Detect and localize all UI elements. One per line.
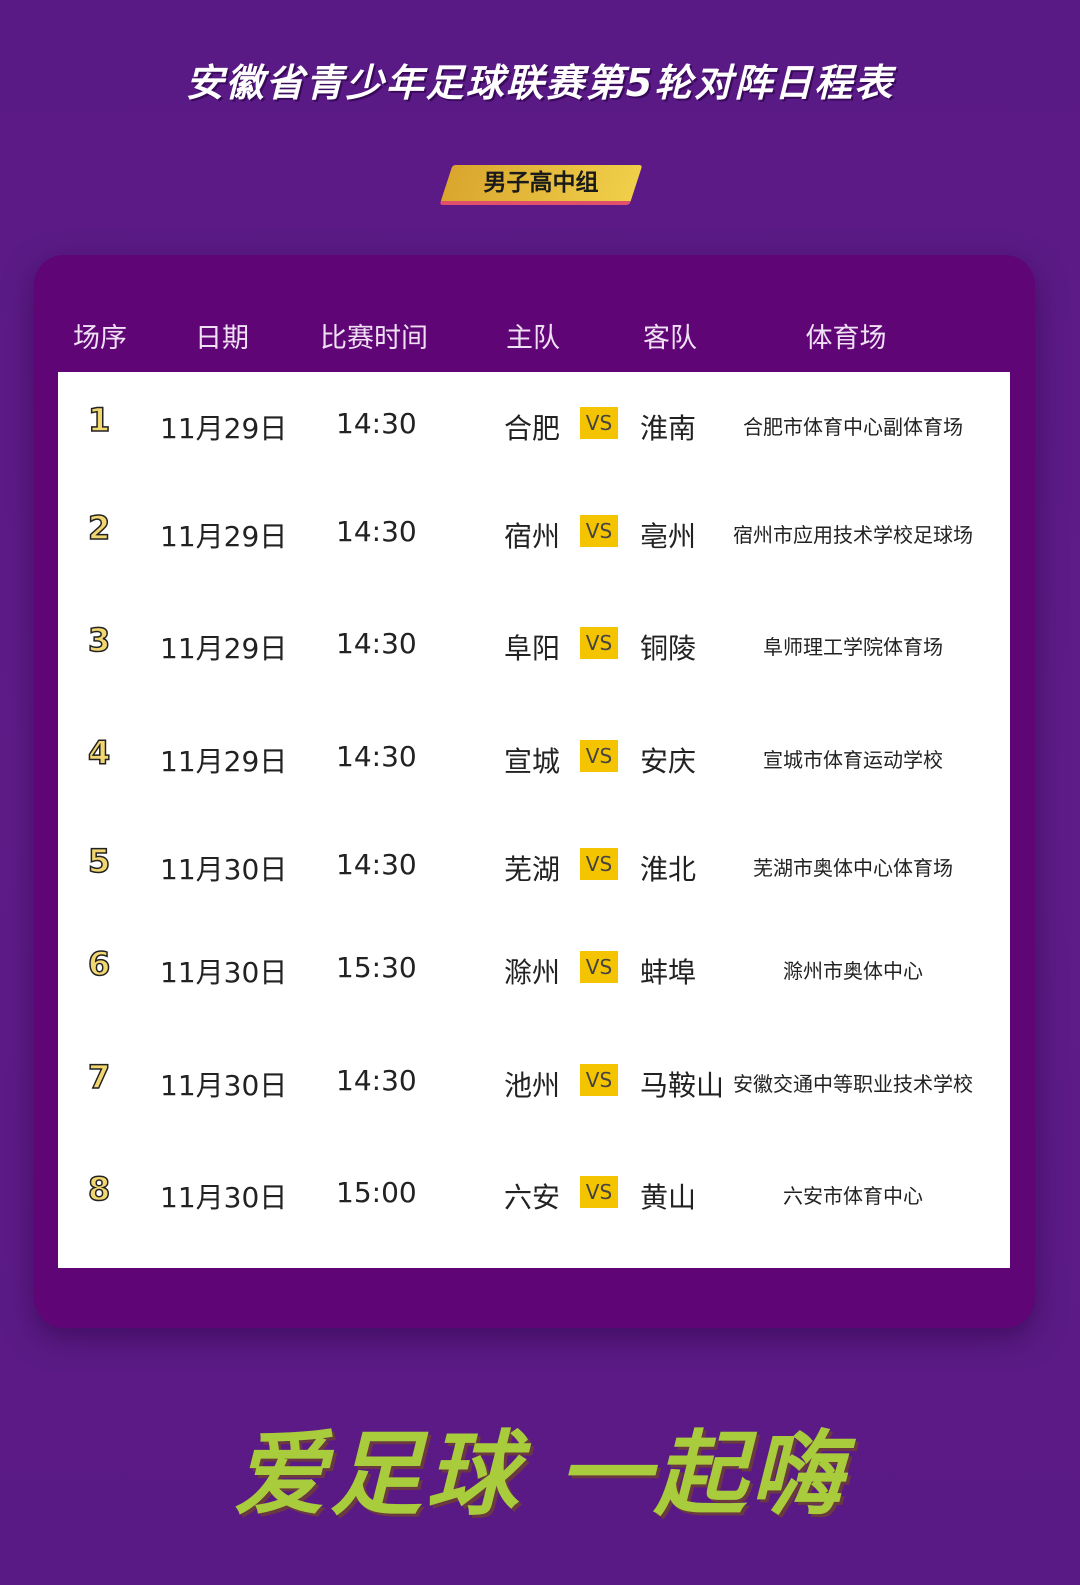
table-row: 6 11月30日 15:30 滁州 VS 蚌埠 滁州市奥体中心 [58,939,1010,999]
vs-badge: VS [580,1176,618,1208]
home-team: 池州 [503,1069,560,1102]
away-team: 安庆 [640,745,697,778]
vs-badge: VS [580,627,618,659]
match-time: 14:30 [336,627,417,660]
match-date: 11月29日 [160,520,288,553]
match-date: 11月30日 [160,1181,288,1214]
venue: 安徽交通中等职业技术学校 [733,1072,973,1096]
venue: 宣城市体育运动学校 [763,748,943,772]
vs-badge: VS [580,1064,618,1096]
schedule-table: 1 11月29日 14:30 合肥 VS 淮南 合肥市体育中心副体育场 2 11月… [58,372,1010,1268]
away-team: 黄山 [640,1181,697,1214]
vs-badge: VS [580,951,618,983]
home-team: 阜阳 [503,632,560,665]
vs-badge: VS [580,740,618,772]
away-team: 亳州 [640,520,697,553]
match-number: 8 [87,1169,111,1209]
match-time: 14:30 [336,515,417,548]
home-team: 滁州 [503,956,560,989]
venue: 芜湖市奥体中心体育场 [753,856,953,880]
venue: 六安市体育中心 [783,1184,923,1208]
match-number: 2 [87,508,111,548]
match-time: 14:30 [336,848,417,881]
match-date: 11月29日 [160,412,288,445]
home-team: 芜湖 [503,853,560,886]
match-time: 15:00 [336,1176,417,1209]
home-team: 宿州 [503,520,560,553]
match-number: 1 [87,400,111,440]
match-date: 11月29日 [160,745,288,778]
away-team: 马鞍山 [640,1069,725,1102]
home-team: 六安 [503,1181,560,1214]
match-time: 15:30 [336,951,417,984]
match-date: 11月30日 [160,853,288,886]
match-date: 11月30日 [160,1069,288,1102]
match-time: 14:30 [336,1064,417,1097]
vs-badge: VS [580,407,618,439]
match-time: 14:30 [336,740,417,773]
slogan: 爱足球 一起嗨 [233,1421,847,1528]
match-time: 14:30 [336,407,417,440]
home-team: 合肥 [503,412,560,445]
page-title: 安徽省青少年足球联赛第5轮对阵日程表 [185,61,895,105]
venue: 合肥市体育中心副体育场 [743,415,963,439]
match-date: 11月29日 [160,632,288,665]
away-team: 淮南 [640,412,697,445]
venue: 滁州市奥体中心 [783,959,923,983]
match-number: 4 [87,733,111,773]
header-venue: 体育场 [805,323,887,354]
venue: 阜师理工学院体育场 [763,635,943,659]
header-date: 日期 [195,323,249,354]
table-row: 2 11月29日 14:30 宿州 VS 亳州 宿州市应用技术学校足球场 [58,503,1010,563]
table-row: 4 11月29日 14:30 宣城 VS 安庆 宣城市体育运动学校 [58,728,1010,788]
match-date: 11月30日 [160,956,288,989]
match-number: 6 [87,944,111,984]
table-row: 3 11月29日 14:30 阜阳 VS 铜陵 阜师理工学院体育场 [58,615,1010,675]
venue: 宿州市应用技术学校足球场 [733,523,973,547]
match-number: 5 [87,841,111,881]
header-away: 客队 [643,323,697,354]
away-team: 淮北 [640,853,697,886]
header-no: 场序 [73,323,127,354]
header-time: 比赛时间 [320,323,428,354]
header-home: 主队 [506,323,560,354]
match-number: 7 [87,1057,111,1097]
table-row: 8 11月30日 15:00 六安 VS 黄山 六安市体育中心 [58,1164,1010,1224]
away-team: 蚌埠 [640,956,697,989]
vs-badge: VS [580,848,618,880]
away-team: 铜陵 [640,632,697,665]
table-row: 7 11月30日 14:30 池州 VS 马鞍山 安徽交通中等职业技术学校 [58,1052,1010,1112]
match-number: 3 [87,620,111,660]
table-row: 5 11月30日 14:30 芜湖 VS 淮北 芜湖市奥体中心体育场 [58,836,1010,896]
group-badge: 男子高中组 [483,170,599,196]
vs-badge: VS [580,515,618,547]
table-row: 1 11月29日 14:30 合肥 VS 淮南 合肥市体育中心副体育场 [58,395,1010,455]
home-team: 宣城 [503,745,560,778]
